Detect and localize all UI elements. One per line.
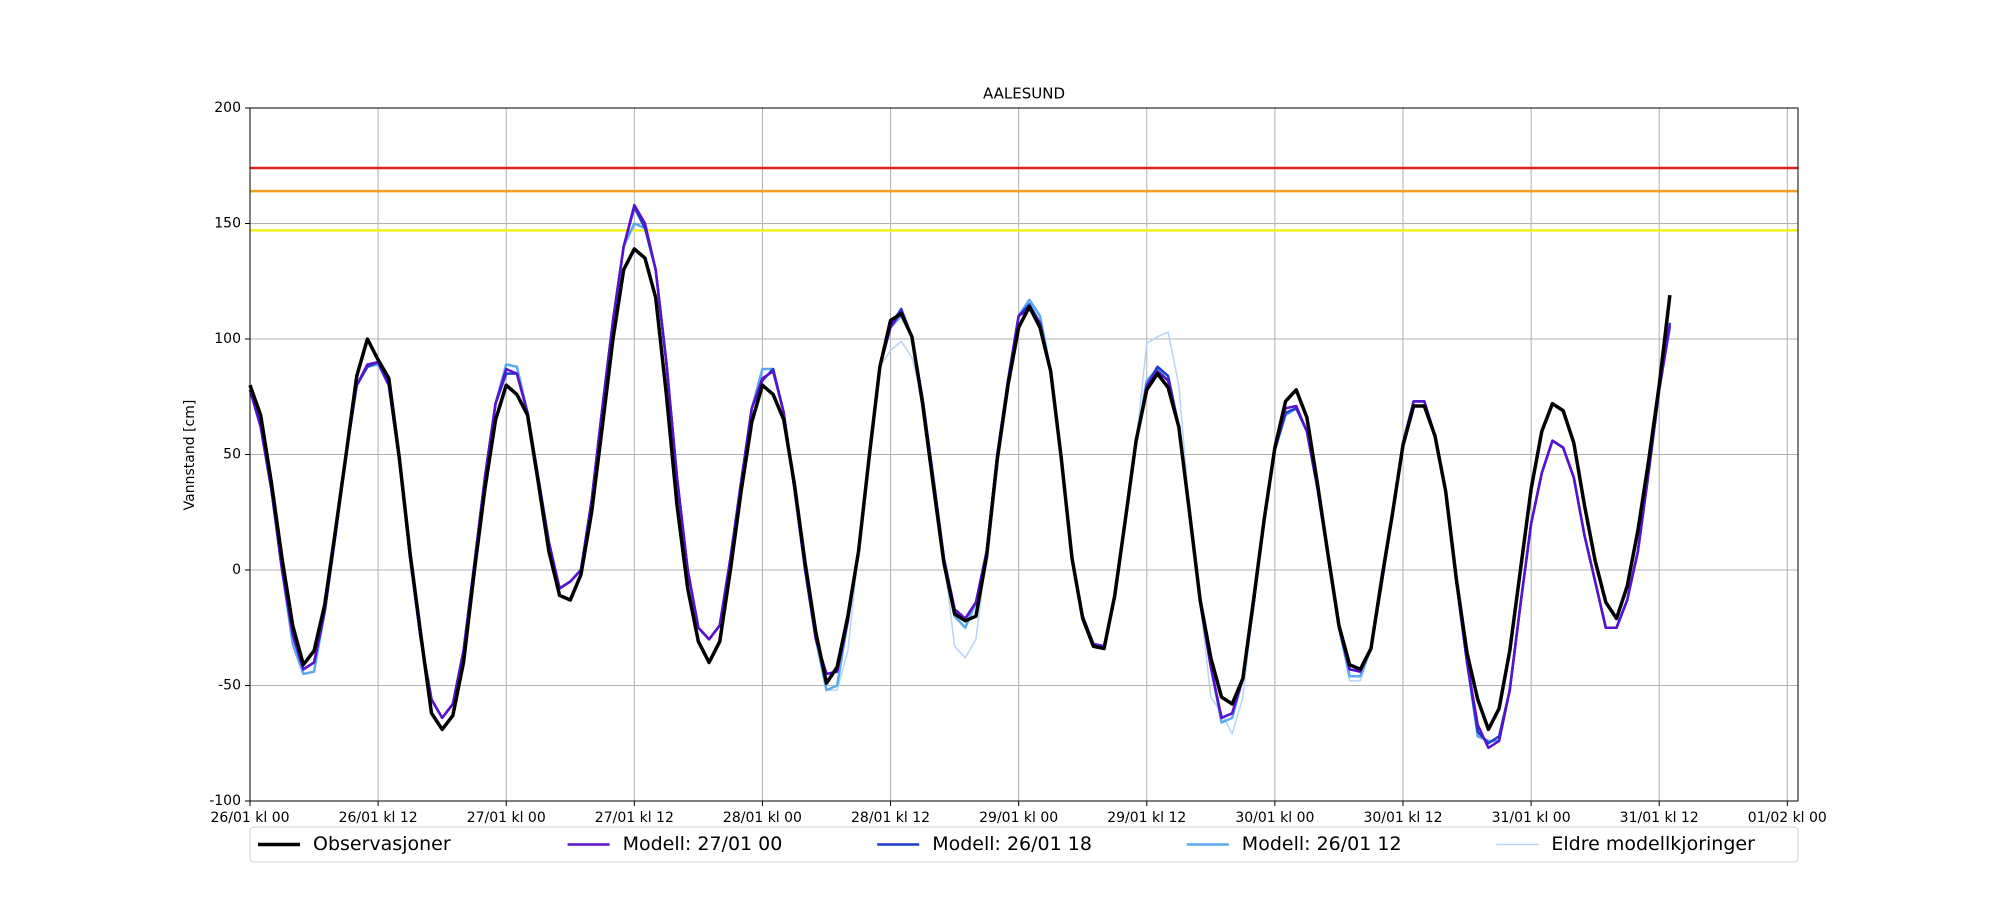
- x-tick-label: 28/01 kl 12: [851, 810, 930, 826]
- y-tick-label: 150: [214, 216, 241, 232]
- x-tick-label: 30/01 kl 12: [1363, 810, 1442, 826]
- y-tick-label: 200: [214, 100, 241, 116]
- x-tick-label: 29/01 kl 00: [979, 810, 1058, 826]
- series-line: [248, 247, 1672, 732]
- legend-label: Eldre modellkjoringer: [1551, 833, 1755, 855]
- x-tick-label: 27/01 kl 00: [467, 810, 546, 826]
- x-tick-label: 28/01 kl 00: [723, 810, 802, 826]
- x-tick-label: 31/01 kl 12: [1620, 810, 1699, 826]
- x-tick-label: 27/01 kl 12: [595, 810, 674, 826]
- x-tick-label: 31/01 kl 00: [1492, 810, 1571, 826]
- y-axis-label: Vannstand [cm]: [182, 400, 198, 511]
- legend-label: Modell: 27/01 00: [623, 833, 783, 855]
- legend-box: [249, 826, 1799, 863]
- plot-frame: [249, 107, 1799, 802]
- x-tick-label: 26/01 kl 00: [210, 810, 289, 826]
- x-tick-label: 26/01 kl 12: [339, 810, 418, 826]
- x-tick-label: 29/01 kl 12: [1107, 810, 1186, 826]
- x-tick-label: 01/02 kl 00: [1748, 810, 1827, 826]
- y-tick-label: -50: [218, 678, 241, 694]
- y-tick-label: 100: [214, 331, 241, 347]
- chart-title: AALESUND: [983, 85, 1065, 103]
- y-tick-label: -100: [209, 793, 241, 809]
- y-tick-label: 50: [223, 447, 241, 463]
- legend-label: Modell: 26/01 18: [932, 833, 1092, 855]
- y-tick-label: 0: [232, 562, 241, 578]
- legend-label: Modell: 26/01 12: [1242, 833, 1402, 855]
- x-tick-label: 30/01 kl 00: [1235, 810, 1314, 826]
- legend-label: Observasjoner: [313, 833, 451, 855]
